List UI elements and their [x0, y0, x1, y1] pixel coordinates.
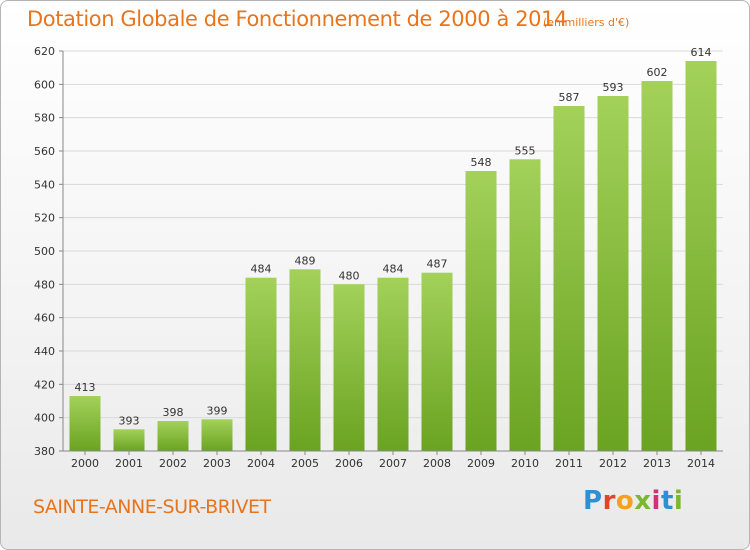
bar-2005 — [289, 269, 321, 451]
y-tick-label: 500 — [34, 245, 55, 258]
y-tick-label: 520 — [34, 212, 55, 225]
proxiti-logo: Proxiti — [583, 486, 684, 516]
y-tick-label: 460 — [34, 312, 55, 325]
y-tick-label: 600 — [34, 78, 55, 91]
x-tick-label: 2014 — [687, 457, 715, 470]
bars: 413 393 398 399 484 489 480 484 487 548 555 587 593 6… — [69, 46, 717, 452]
y-tick-label: 440 — [34, 345, 55, 358]
y-tick-label: 540 — [34, 178, 55, 191]
value-label-2012: 593 — [603, 81, 624, 94]
x-tick-label: 2006 — [335, 457, 363, 470]
bar-2001 — [113, 429, 145, 451]
value-label-2005: 489 — [295, 254, 316, 267]
bar-2003 — [201, 419, 233, 451]
value-label-2006: 480 — [339, 269, 360, 282]
value-label-2004: 484 — [251, 263, 272, 276]
bar-2000 — [69, 396, 101, 451]
y-tick-label: 580 — [34, 112, 55, 125]
y-tick-label: 380 — [34, 445, 55, 458]
x-tick-label: 2001 — [115, 457, 143, 470]
x-tick-label: 2000 — [71, 457, 99, 470]
x-tick-label: 2008 — [423, 457, 451, 470]
chart-title: Dotation Globale de Fonctionnement de 20… — [27, 7, 568, 31]
value-label-2008: 487 — [427, 258, 448, 271]
x-tick-label: 2009 — [467, 457, 495, 470]
y-tick-label: 400 — [34, 412, 55, 425]
chart-subtitle: (en milliers d'€) — [543, 16, 630, 29]
value-label-2002: 398 — [163, 406, 184, 419]
bar-2006 — [333, 284, 365, 451]
x-tick-label: 2004 — [247, 457, 275, 470]
value-label-2014: 614 — [691, 46, 712, 59]
x-tick-label: 2003 — [203, 457, 231, 470]
bar-2002 — [157, 421, 189, 451]
y-tick-label: 420 — [34, 378, 55, 391]
bar-2014 — [685, 61, 717, 451]
y-tick-label: 560 — [34, 145, 55, 158]
y-tick-label: 480 — [34, 278, 55, 291]
value-label-2011: 587 — [559, 91, 580, 104]
y-tick-label: 620 — [34, 45, 55, 58]
x-tick-label: 2002 — [159, 457, 187, 470]
x-tick-label: 2005 — [291, 457, 319, 470]
bar-2010 — [509, 159, 541, 452]
bar-2009 — [465, 171, 497, 451]
bar-2012 — [597, 96, 629, 451]
bar-2004 — [245, 277, 277, 451]
bar-2007 — [377, 277, 409, 451]
x-tick-label: 2011 — [555, 457, 583, 470]
x-tick-label: 2010 — [511, 457, 539, 470]
value-label-2009: 548 — [471, 156, 492, 169]
x-tick-label: 2012 — [599, 457, 627, 470]
y-axis: 380 400 420 440 460 480 500 520 540 560 580 600 620 — [34, 45, 64, 458]
value-label-2013: 602 — [647, 66, 668, 79]
bar-2011 — [553, 106, 585, 451]
value-label-2003: 399 — [207, 404, 228, 417]
value-label-2007: 484 — [383, 263, 404, 276]
town-name: SAINTE-ANNE-SUR-BRIVET — [33, 496, 271, 518]
value-label-2010: 555 — [515, 144, 536, 157]
bar-2008 — [421, 272, 453, 451]
x-tick-label: 2007 — [379, 457, 407, 470]
x-axis: 2000 2001 2002 2003 2004 2005 2006 2007 2008 2009… — [63, 450, 723, 470]
bar-2013 — [641, 81, 673, 451]
value-label-2001: 393 — [119, 414, 140, 427]
x-tick-label: 2013 — [643, 457, 671, 470]
value-label-2000: 413 — [75, 381, 96, 394]
